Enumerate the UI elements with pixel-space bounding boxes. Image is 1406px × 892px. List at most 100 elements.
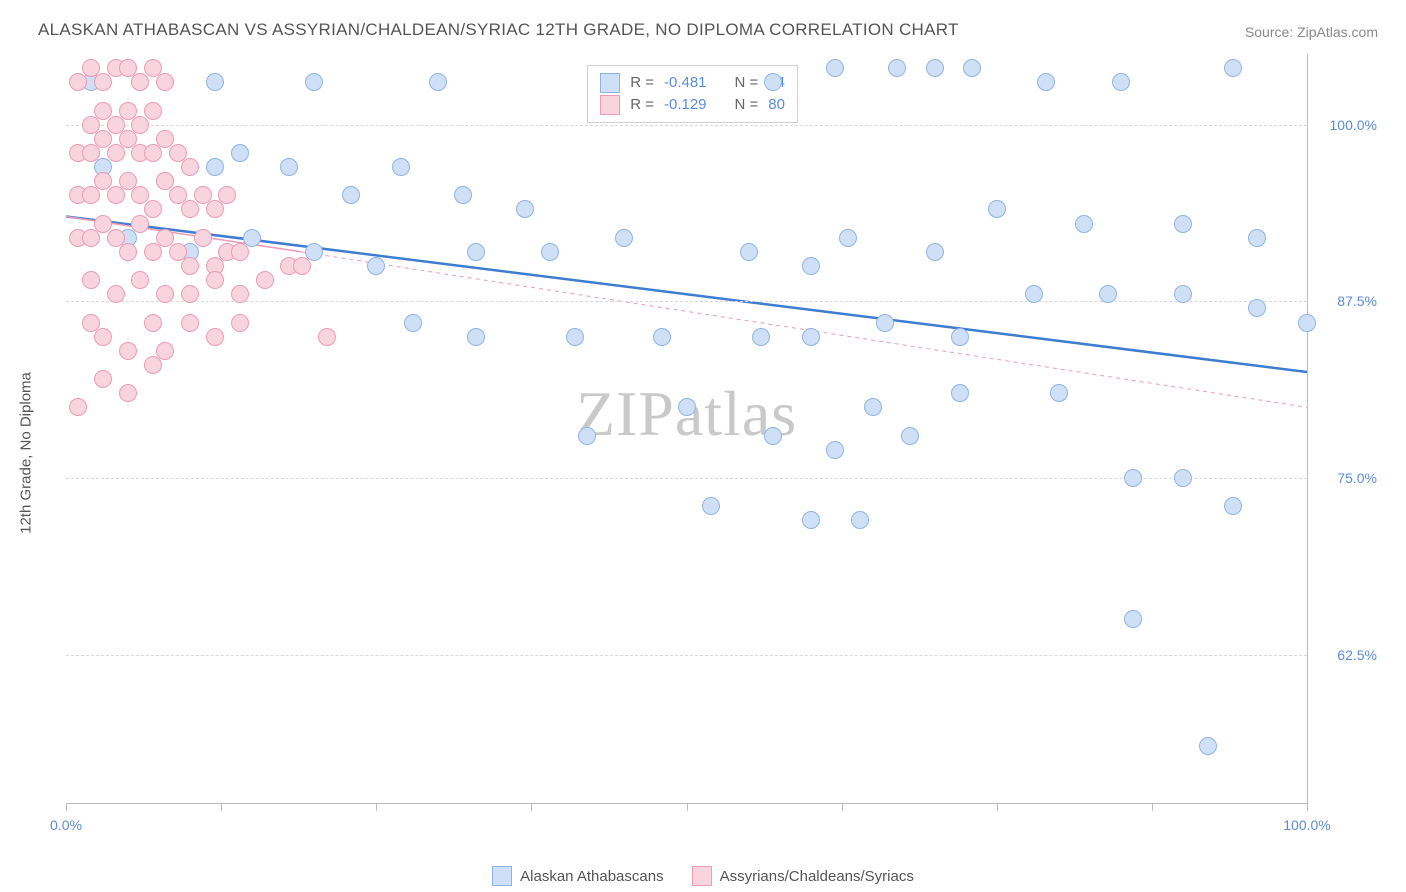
scatter-point (951, 328, 969, 346)
scatter-point (1174, 215, 1192, 233)
r-label: R = (630, 94, 654, 116)
scatter-point (752, 328, 770, 346)
plot-area: ZIPatlas R =-0.481N =74R =-0.129N =80 62… (66, 54, 1308, 804)
scatter-point (826, 59, 844, 77)
scatter-point (1248, 229, 1266, 247)
legend-label: Assyrians/Chaldeans/Syriacs (720, 868, 914, 885)
scatter-point (802, 257, 820, 275)
scatter-point (206, 328, 224, 346)
scatter-point (144, 243, 162, 261)
scatter-point (82, 144, 100, 162)
scatter-point (764, 427, 782, 445)
trend-lines (66, 54, 1307, 803)
n-label: N = (735, 72, 759, 94)
scatter-point (144, 144, 162, 162)
scatter-point (82, 186, 100, 204)
scatter-point (231, 243, 249, 261)
x-tick (997, 803, 998, 811)
scatter-point (578, 427, 596, 445)
scatter-point (1174, 469, 1192, 487)
scatter-point (69, 398, 87, 416)
scatter-point (653, 328, 671, 346)
scatter-point (293, 257, 311, 275)
gridline (66, 301, 1307, 302)
scatter-point (119, 243, 137, 261)
scatter-point (94, 328, 112, 346)
x-tick (376, 803, 377, 811)
scatter-point (1099, 285, 1117, 303)
scatter-point (231, 144, 249, 162)
legend-label: Alaskan Athabascans (520, 868, 663, 885)
scatter-point (144, 102, 162, 120)
x-tick-label: 100.0% (1283, 817, 1330, 833)
scatter-point (615, 229, 633, 247)
scatter-point (82, 229, 100, 247)
scatter-point (131, 116, 149, 134)
scatter-point (467, 328, 485, 346)
scatter-point (107, 285, 125, 303)
correlation-legend: R =-0.481N =74R =-0.129N =80 (587, 65, 798, 123)
scatter-point (1050, 384, 1068, 402)
scatter-point (107, 186, 125, 204)
scatter-point (94, 73, 112, 91)
x-tick (1307, 803, 1308, 811)
scatter-point (181, 200, 199, 218)
scatter-point (876, 314, 894, 332)
x-tick (687, 803, 688, 811)
scatter-point (1199, 737, 1217, 755)
n-value: 80 (768, 94, 785, 116)
scatter-point (429, 73, 447, 91)
scatter-point (454, 186, 472, 204)
x-tick (842, 803, 843, 811)
scatter-point (566, 328, 584, 346)
y-tick-label: 62.5% (1317, 647, 1377, 663)
scatter-point (69, 73, 87, 91)
corr-legend-row: R =-0.129N =80 (600, 94, 785, 116)
scatter-point (1224, 59, 1242, 77)
legend-swatch (492, 866, 512, 886)
scatter-point (305, 243, 323, 261)
scatter-point (1037, 73, 1055, 91)
scatter-point (218, 186, 236, 204)
scatter-point (802, 511, 820, 529)
x-tick (221, 803, 222, 811)
scatter-point (839, 229, 857, 247)
scatter-point (280, 158, 298, 176)
scatter-point (231, 314, 249, 332)
gridline (66, 125, 1307, 126)
scatter-point (342, 186, 360, 204)
scatter-point (131, 271, 149, 289)
scatter-point (802, 328, 820, 346)
r-value: -0.481 (664, 72, 707, 94)
chart-container: 12th Grade, No Diploma ZIPatlas R =-0.48… (38, 54, 1388, 852)
scatter-point (702, 497, 720, 515)
scatter-point (206, 73, 224, 91)
scatter-point (988, 200, 1006, 218)
scatter-point (144, 200, 162, 218)
scatter-point (1174, 285, 1192, 303)
scatter-point (901, 427, 919, 445)
scatter-point (926, 243, 944, 261)
scatter-point (764, 73, 782, 91)
source-link[interactable]: ZipAtlas.com (1297, 24, 1378, 40)
scatter-point (107, 144, 125, 162)
scatter-point (82, 271, 100, 289)
scatter-point (516, 200, 534, 218)
scatter-point (1025, 285, 1043, 303)
scatter-point (1124, 469, 1142, 487)
scatter-point (888, 59, 906, 77)
chart-title: ALASKAN ATHABASCAN VS ASSYRIAN/CHALDEAN/… (38, 20, 959, 40)
gridline (66, 655, 1307, 656)
scatter-point (181, 158, 199, 176)
r-value: -0.129 (664, 94, 707, 116)
scatter-point (318, 328, 336, 346)
scatter-point (1248, 299, 1266, 317)
scatter-point (131, 73, 149, 91)
scatter-point (1224, 497, 1242, 515)
legend-item: Alaskan Athabascans (492, 866, 663, 886)
legend-swatch (600, 95, 620, 115)
y-tick-label: 100.0% (1317, 117, 1377, 133)
scatter-point (256, 271, 274, 289)
scatter-point (181, 285, 199, 303)
scatter-point (963, 59, 981, 77)
